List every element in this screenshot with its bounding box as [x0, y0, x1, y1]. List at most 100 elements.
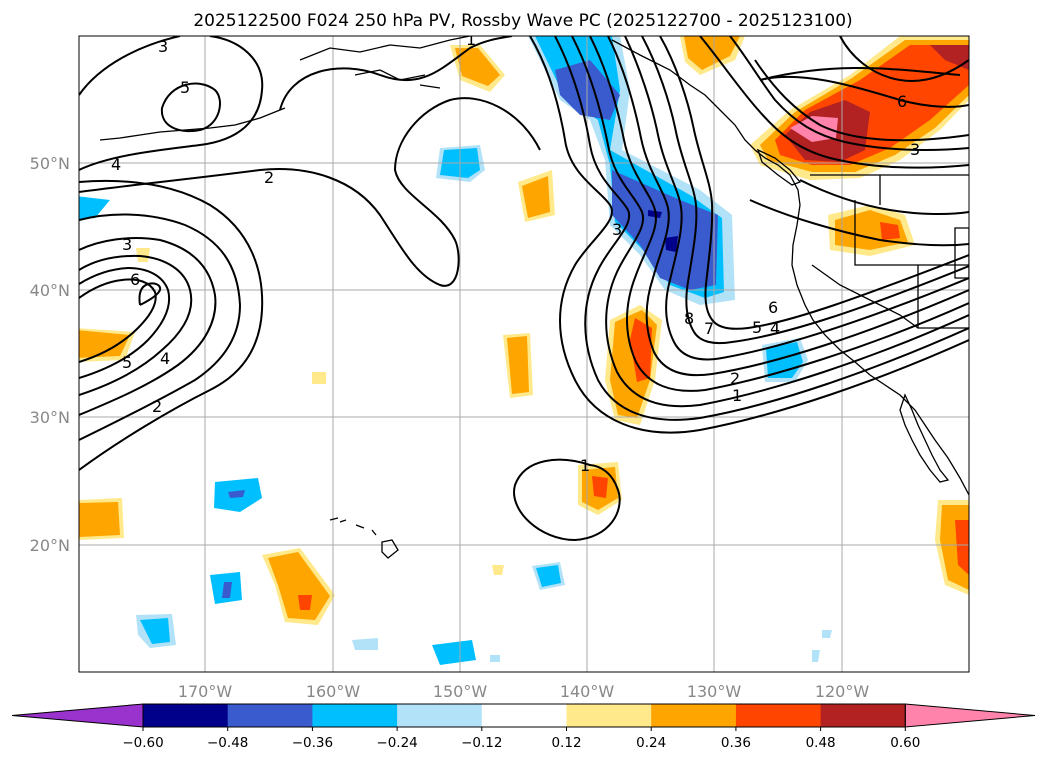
contour-label: 5 — [180, 78, 190, 97]
hawaii-islands — [329, 517, 399, 559]
coastlines — [99, 36, 969, 559]
contour-west-7 — [138, 282, 162, 306]
contour-trough-1 — [529, 36, 969, 434]
negative-anomaly-blob-7c — [536, 565, 561, 587]
negative-anomaly-blob-10 — [490, 655, 500, 662]
contour-trough-7 — [641, 36, 969, 345]
contour-ridge-7 — [759, 67, 961, 81]
contour-west-6 — [79, 278, 157, 363]
colorbar: −0.60 −0.48 −0.36 −0.24 −0.12 0.12 0.24 0.36 0.4… — [11, 703, 1036, 751]
contour-label: 1 — [580, 456, 590, 475]
contour-trough-5 — [607, 36, 969, 377]
contour-label: 6 — [768, 298, 778, 317]
negative-anomaly-blob-11 — [822, 630, 832, 638]
colorbar-frame — [142, 703, 906, 728]
colorbar-tick-label: 0.48 — [806, 735, 836, 751]
positive-anomaly-top-c — [684, 36, 740, 70]
contour-label: 1 — [732, 386, 742, 405]
lat-tick-label: 30°N — [30, 408, 70, 427]
negative-anomaly-blob-12 — [812, 650, 820, 662]
negative-anomaly-blob-4c — [228, 490, 245, 498]
map-title: 2025122500 F024 250 hPa PV, Rossby Wave … — [193, 11, 852, 31]
positive-anomaly-ridge-ne — [930, 45, 969, 70]
contour-west-1 — [79, 179, 264, 471]
contour-trough-3 — [571, 36, 969, 408]
colorbar-swatch — [651, 704, 737, 727]
contour-west-4 — [79, 254, 193, 396]
colorbar-extend-low — [11, 703, 144, 728]
contour-west-2 — [79, 213, 242, 441]
colorbar-tick-label: 0.24 — [636, 735, 666, 751]
lon-tick-label: 160°W — [306, 682, 361, 701]
positive-anomaly-8r — [592, 476, 608, 498]
se-alaska-bc-coast — [611, 39, 969, 496]
contour-west-3 — [79, 237, 217, 416]
contour-label: 3 — [158, 37, 168, 56]
positive-anomaly-11r — [955, 520, 969, 575]
colorbar-swatch — [735, 704, 822, 727]
colorbar-swatch — [566, 704, 652, 727]
colorbar-tick-label: −0.24 — [376, 735, 417, 751]
positive-anomaly-14 — [136, 248, 150, 262]
colorbar-swatch — [820, 704, 906, 727]
graticule — [79, 36, 969, 672]
contour-label: 5 — [122, 353, 132, 372]
lon-tick-label: 150°W — [433, 682, 488, 701]
lat-tick-label: 20°N — [30, 536, 70, 555]
contour-label: 4 — [160, 349, 170, 368]
colorbar-tick-label: −0.48 — [207, 735, 248, 751]
contour-west-5 — [79, 266, 170, 379]
positive-anomaly-10c — [268, 552, 330, 620]
contour-trough-8 — [659, 36, 969, 330]
colorbar-swatch — [143, 704, 229, 727]
colorbar-swatch — [397, 704, 483, 727]
contour-trough-6 — [624, 36, 969, 361]
colorbar-tick-label: 0.60 — [890, 735, 920, 751]
lon-tick-labels: 170°W 160°W 150°W 140°W 130°W 120°W — [178, 682, 870, 701]
contour-ridge-2 — [729, 36, 969, 151]
positive-anomaly-4c — [835, 210, 908, 250]
contour-label: 3 — [612, 220, 622, 239]
positive-anomaly-7c — [79, 330, 130, 358]
positive-anomaly-9c — [79, 502, 120, 537]
contour-label: 3 — [122, 235, 132, 254]
contour-ridge-5 — [799, 179, 969, 216]
positive-anomaly-2c — [455, 48, 500, 86]
negative-anomaly-blob-9 — [352, 638, 378, 650]
negative-anomaly-blob-6c — [140, 618, 170, 644]
colorbar-swatch — [312, 704, 398, 727]
map-frame — [78, 35, 970, 673]
contour-ridge-3 — [754, 59, 969, 142]
west-us-interior — [811, 264, 919, 329]
colorbar-tick-label: −0.12 — [461, 735, 502, 751]
contour-label: 4 — [770, 319, 780, 338]
contour-low-5 — [160, 82, 221, 133]
contour-label: 3 — [910, 140, 920, 159]
positive-anomaly-6c — [507, 336, 529, 394]
colorbar-swatch — [227, 704, 313, 727]
alaska-coast — [299, 36, 471, 89]
positive-anomaly-5r — [630, 318, 652, 382]
lat-tick-labels: 50°N 40°N 30°N 20°N — [30, 154, 70, 555]
positive-anomaly-12 — [312, 372, 326, 384]
contour-ridge-4 — [759, 75, 969, 108]
colorbar-tick-label: 0.36 — [721, 735, 751, 751]
contour-label: 1 — [466, 30, 476, 49]
negative-anomaly-blob-5c — [222, 582, 232, 598]
contour-4-north — [79, 36, 264, 171]
contour-trough-2 — [554, 36, 969, 421]
vancouver-island — [756, 148, 802, 186]
contour-label: 6 — [897, 92, 907, 111]
contour-label: 8 — [684, 309, 694, 328]
negative-anomaly-blob-2 — [79, 196, 110, 220]
contour-ridge-6 — [749, 199, 969, 247]
contour-label: 2 — [730, 369, 740, 388]
contour-label: 7 — [704, 319, 714, 338]
contour-ridge-1 — [699, 36, 969, 169]
contour-label: 2 — [264, 168, 274, 187]
positive-anomaly-13 — [492, 565, 504, 575]
contour-label: 5 — [752, 318, 762, 337]
colorbar-extend-high — [904, 703, 1036, 728]
colorbar-ticks: −0.60 −0.48 −0.36 −0.24 −0.12 0.12 0.24 0.36 0.4… — [122, 727, 920, 751]
colorbar-tick-label: 0.12 — [551, 735, 581, 751]
